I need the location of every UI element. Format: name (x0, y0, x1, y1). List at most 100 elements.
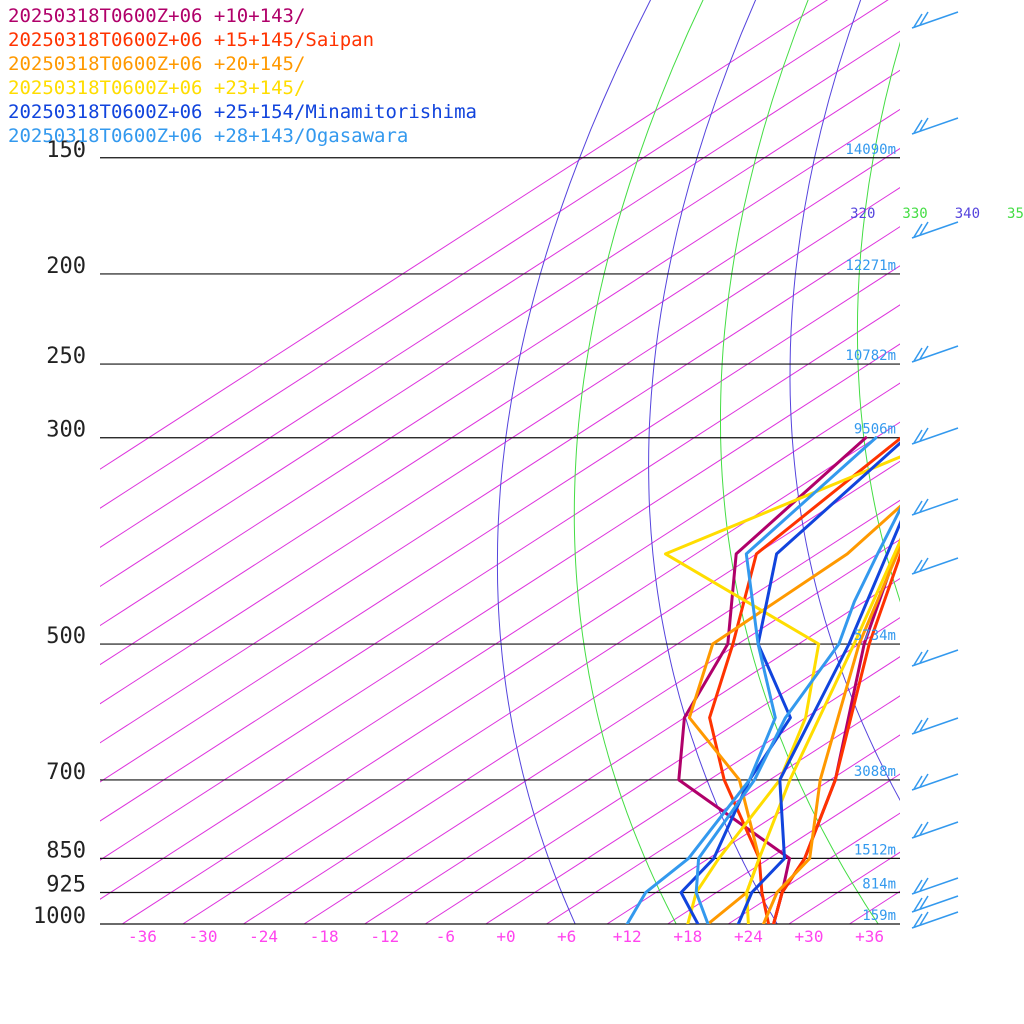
wind-barb-feather (913, 651, 923, 666)
height-label: 12271m (845, 258, 896, 274)
dry-adiabat-line (496, 0, 652, 924)
wind-barb-staff (911, 773, 959, 791)
isotherm-line (849, 890, 900, 924)
wind-barb-feather (919, 498, 929, 513)
temperature-tick-label: +0 (496, 927, 515, 946)
wind-barb-staff (911, 498, 959, 516)
wind-barb-feather (919, 717, 929, 732)
temperature-tick-label: -24 (249, 927, 278, 946)
temperature-tick-label: -12 (370, 927, 399, 946)
temperature-tick-label: -30 (189, 927, 218, 946)
wind-barb-feather (913, 823, 923, 838)
wind-barb-feather (913, 897, 923, 912)
isotherm-line (100, 304, 900, 822)
wind-barb-feather (919, 11, 929, 26)
wind-barb-feather (913, 347, 923, 362)
pressure-label: 700 (46, 760, 86, 785)
pressure-lines (100, 157, 900, 925)
wind-barb-feather (919, 821, 929, 836)
wind-barb-feather (919, 557, 929, 572)
isotherm-line (485, 656, 900, 924)
series-6-dewpoint-line (625, 436, 878, 924)
legend-entry-3: 20250318T0600Z+06 +20+145/ (8, 53, 305, 75)
temperature-tick-label: +12 (613, 927, 642, 946)
series-2-dewpoint-line (708, 436, 900, 924)
temperature-tick-label: -18 (310, 927, 339, 946)
isotherm-line (121, 421, 900, 924)
wind-barb (911, 773, 959, 791)
series-4-temperature-line (745, 537, 900, 924)
temperature-tick-label: +18 (673, 927, 702, 946)
height-label: 5734m (854, 628, 896, 644)
height-label: 9506m (854, 422, 896, 438)
theta-label: 340 (955, 206, 980, 222)
wind-barb-feather (919, 877, 929, 892)
wind-barb (911, 821, 959, 839)
wind-barb-feather (919, 911, 929, 926)
pressure-label: 250 (46, 344, 86, 369)
legend-entry-6: 20250318T0600Z+06 +28+143/Ogasawara (8, 125, 408, 147)
temperature-tick-label: -36 (128, 927, 157, 946)
series-3-temperature-line (762, 543, 900, 924)
series-2-temperature-line (772, 551, 900, 924)
legend-entry-2: 20250318T0600Z+06 +15+145/Saipan (8, 29, 374, 51)
wind-barb (911, 498, 959, 516)
theta-label: 350 (1007, 206, 1024, 222)
height-label: 159m (862, 908, 896, 924)
pressure-label: 500 (46, 624, 86, 649)
legend-entry-5: 20250318T0600Z+06 +25+154/Minamitorishim… (8, 101, 477, 123)
dry-adiabat-line (856, 41, 900, 603)
height-label: 1512m (854, 842, 896, 858)
dry-adiabat-line (986, 0, 1024, 944)
dry-adiabat-line (573, 0, 704, 924)
wind-barbs (911, 11, 959, 929)
theta-label: 330 (902, 206, 927, 222)
wind-barb-staff (911, 895, 959, 913)
wind-barb-feather (913, 13, 923, 28)
pressure-label: 200 (46, 254, 86, 279)
height-label: 10782m (845, 348, 896, 364)
wind-barb (911, 911, 959, 929)
wind-barb-feather (913, 913, 923, 928)
wind-barb (911, 895, 959, 913)
isotherm-line (303, 538, 900, 924)
wind-barb-feather (913, 775, 923, 790)
pressure-label: 850 (46, 838, 86, 863)
wind-barb-feather (913, 429, 923, 444)
isotherm-line (364, 577, 900, 924)
pressure-label: 925 (46, 873, 86, 898)
isotherm-line (727, 812, 900, 924)
wind-barb-feather (913, 879, 923, 894)
isotherm-line (424, 617, 900, 924)
wind-barb (911, 11, 959, 29)
dry-adiabat-line (648, 0, 778, 924)
wind-barb (911, 427, 959, 445)
wind-barb-feather (913, 719, 923, 734)
wind-barb-staff (911, 821, 959, 839)
wind-barb-feather (919, 649, 929, 664)
wind-barb-feather (919, 345, 929, 360)
wind-barb-feather (913, 223, 923, 238)
wind-barb-staff (911, 717, 959, 735)
series-6-temperature-line (694, 506, 900, 924)
theta-label: 320 (850, 206, 875, 222)
isotherm-line (788, 851, 900, 924)
pressure-label: 300 (46, 418, 86, 443)
height-label: 14090m (845, 142, 896, 158)
height-label: 3088m (854, 764, 896, 780)
wind-barb-staff (911, 11, 959, 29)
wind-barb-staff (911, 427, 959, 445)
temperature-tick-label: -6 (436, 927, 455, 946)
wind-barb (911, 117, 959, 135)
temperature-tick-label: +36 (855, 927, 884, 946)
wind-barb (911, 877, 959, 895)
isotherm-line (243, 499, 900, 924)
wind-barb (911, 221, 959, 239)
wind-barb (911, 649, 959, 667)
wind-barb-staff (911, 649, 959, 667)
wind-barb (911, 345, 959, 363)
axis-labels: 10016505m15014090m20012271m25010782m3009… (33, 138, 1024, 946)
isotherm-line (606, 734, 900, 924)
height-label: 814m (862, 877, 896, 893)
